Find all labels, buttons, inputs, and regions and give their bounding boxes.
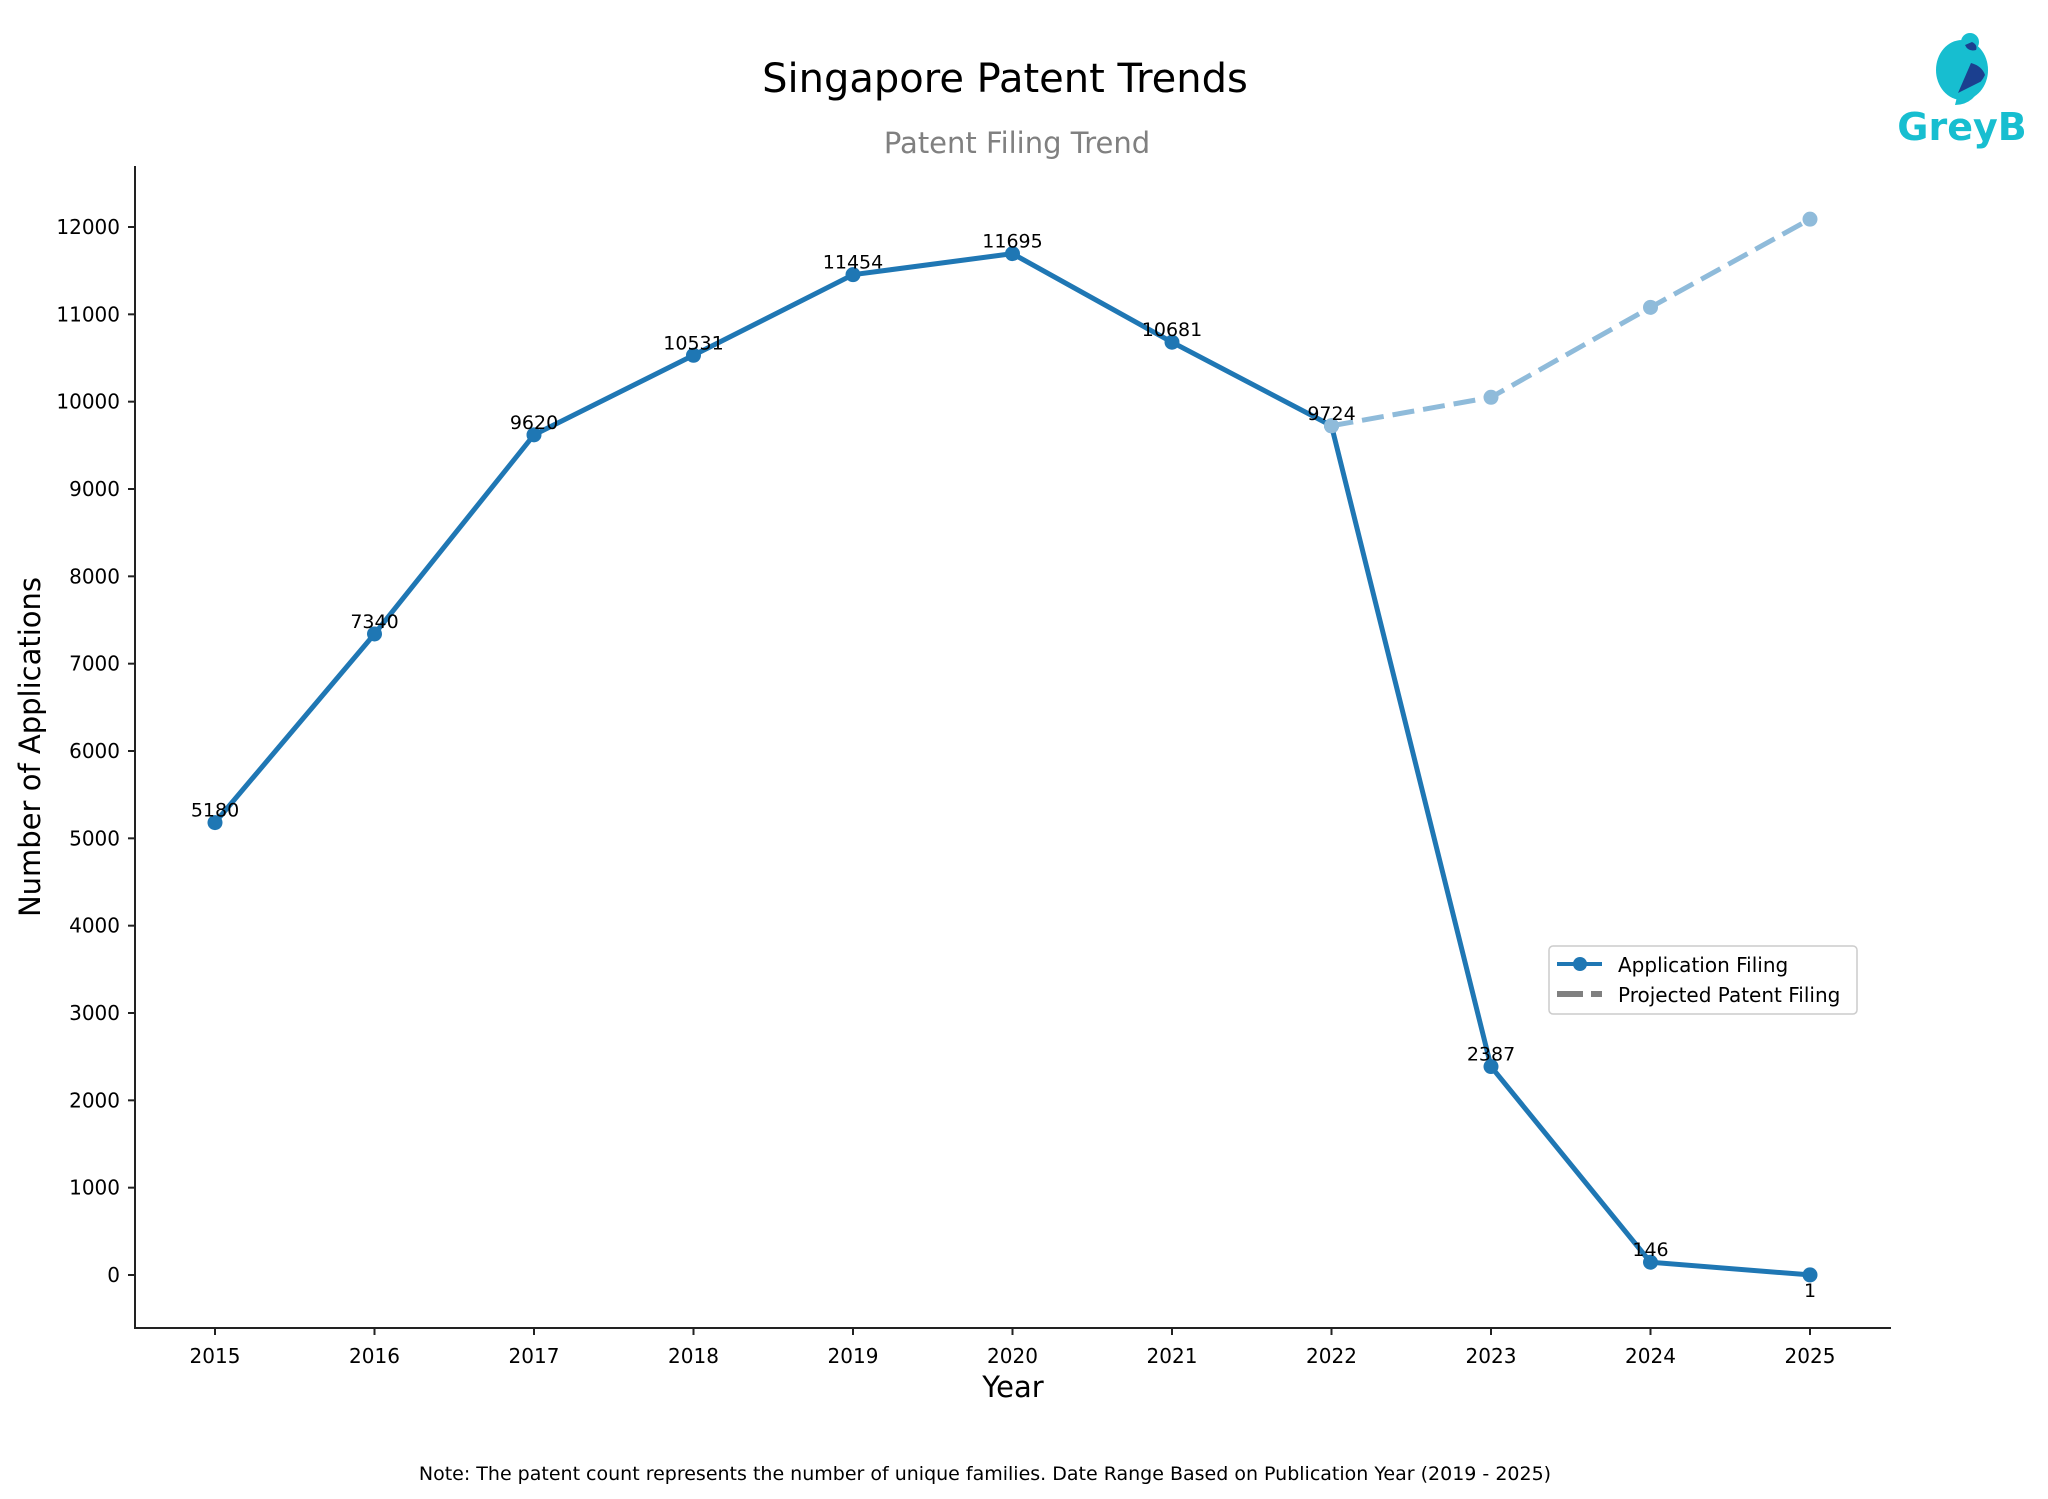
legend-label-application-filing: Application Filing: [1618, 953, 1788, 977]
footnote: Note: The patent count represents the nu…: [419, 1463, 1551, 1485]
projected-filing-point: [1483, 389, 1499, 405]
data-label: 10531: [663, 332, 723, 354]
y-axis-ticks: 0 1000 2000 3000 4000 5000 6000 7000 8000 9000 100…: [56, 215, 135, 1287]
greyb-logo: GreyB: [1897, 33, 2027, 149]
logo-mark-dark-segment: [1958, 63, 1985, 93]
y-tick-label: 12000: [56, 215, 120, 239]
y-axis-label: Number of Applications: [13, 577, 47, 917]
data-label: 11695: [982, 231, 1042, 253]
data-label: 9724: [1307, 403, 1355, 425]
application-filing-point: [207, 815, 223, 831]
application-filing-point: [1483, 1059, 1499, 1075]
logo-mark-tail: [1955, 80, 1984, 105]
chart-title: Singapore Patent Trends: [762, 56, 1248, 102]
x-tick-label: 2025: [1785, 1344, 1836, 1368]
y-tick-label: 2000: [69, 1088, 120, 1112]
x-axis-ticks: 2015 2016 2017 2018 2019 2020 2021 2022 2023 2024…: [190, 1328, 1836, 1368]
y-tick-label: 7000: [69, 652, 120, 676]
application-filing-point: [526, 427, 542, 443]
projected-filing-point: [1324, 418, 1339, 434]
x-tick-label: 2018: [668, 1344, 719, 1368]
projected-filing-line: [1331, 216, 1812, 429]
x-tick-label: 2020: [987, 1344, 1038, 1368]
series-layer: [207, 211, 1818, 1283]
data-label: 11454: [823, 252, 883, 274]
application-filing-point: [1643, 1254, 1658, 1270]
x-tick-label: 2022: [1306, 1344, 1357, 1368]
x-tick-label: 2023: [1466, 1344, 1517, 1368]
x-tick-label: 2016: [349, 1344, 400, 1368]
x-tick-label: 2024: [1625, 1344, 1676, 1368]
data-label: 5180: [191, 800, 239, 822]
x-tick-label: 2021: [1147, 1344, 1198, 1368]
application-filing-point: [686, 347, 701, 363]
y-tick-label: 1000: [69, 1176, 120, 1200]
x-axis-label: Year: [981, 1370, 1043, 1404]
data-label: 7340: [350, 611, 398, 633]
application-filing-point: [367, 626, 382, 642]
y-tick-label: 10000: [56, 390, 120, 414]
application-filing-point: [1802, 1267, 1818, 1283]
data-label: 2387: [1467, 1044, 1515, 1066]
data-labels-layer: 5180 7340 9620 10531 11454 11695 10681 9724 2387…: [191, 231, 1816, 1302]
application-filing-point: [1005, 246, 1020, 262]
application-filing-point: [1164, 334, 1180, 350]
y-tick-label: 8000: [69, 564, 120, 588]
legend-label-projected-filing: Projected Patent Filing: [1618, 983, 1840, 1007]
legend: Application Filing Projected Patent Fili…: [1548, 945, 1858, 1015]
logo-text: GreyB: [1897, 105, 2026, 149]
data-label: 10681: [1142, 319, 1202, 341]
y-tick-label: 0: [107, 1263, 120, 1287]
y-tick-label: 11000: [56, 302, 120, 326]
data-label: 146: [1632, 1239, 1668, 1261]
chart-subtitle: Patent Filing Trend: [884, 126, 1150, 160]
y-tick-label: 6000: [69, 739, 120, 763]
y-tick-label: 5000: [69, 826, 120, 850]
x-tick-label: 2017: [509, 1344, 560, 1368]
logo-mark-accent: [1965, 42, 1977, 51]
y-tick-label: 4000: [69, 914, 120, 938]
projected-filing-point: [1802, 211, 1818, 227]
legend-frame: [1548, 945, 1858, 1015]
x-tick-label: 2015: [190, 1344, 241, 1368]
projected-filing-point: [1643, 299, 1658, 315]
x-tick-label: 2019: [828, 1344, 879, 1368]
y-tick-label: 3000: [69, 1001, 120, 1025]
legend-marker-application-filing: [1573, 957, 1587, 971]
y-tick-label: 9000: [69, 477, 120, 501]
data-label: 9620: [510, 412, 558, 434]
application-filing-point: [845, 267, 861, 283]
application-filing-line: [213, 251, 1811, 1278]
data-label: 1: [1804, 1280, 1816, 1302]
